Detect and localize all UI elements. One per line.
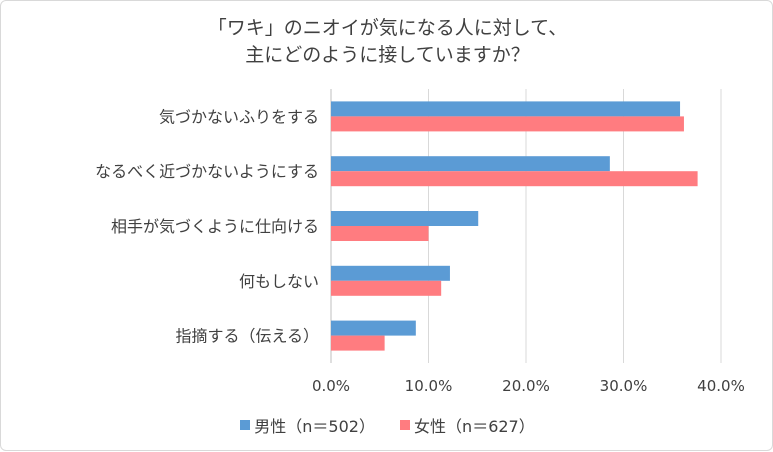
category-label: 相手が気づくように仕向ける	[111, 217, 319, 236]
bar-male	[331, 320, 416, 336]
x-tick-label: 20.0%	[502, 377, 550, 395]
bar-male	[331, 156, 610, 172]
chart-title-line-1: 「ワキ」のニオイが気になる人に対して、	[207, 17, 568, 39]
legend-item-female: 女性（n＝627）	[400, 413, 535, 437]
category-label: 何もしない	[239, 272, 319, 291]
bar-female	[331, 335, 385, 351]
legend-swatch-male	[240, 420, 251, 430]
chart-legend: 男性（n＝502） 女性（n＝627）	[1, 413, 773, 437]
bar-female	[331, 171, 698, 187]
x-tick-label: 30.0%	[600, 377, 648, 395]
x-tick-label: 0.0%	[312, 377, 350, 395]
legend-item-male: 男性（n＝502）	[240, 413, 375, 437]
category-label: なるべく近づかないようにする	[95, 162, 319, 181]
bar-female	[331, 116, 684, 132]
legend-label-female: 女性（n＝627）	[414, 417, 535, 436]
legend-swatch-female	[400, 420, 411, 430]
bar-male	[331, 101, 681, 117]
category-label: 指摘する（伝える）	[175, 327, 319, 346]
bar-female	[331, 226, 429, 241]
chart-title: 「ワキ」のニオイが気になる人に対して、 主にどのように接していますか？	[1, 15, 773, 69]
x-tick-label: 10.0%	[405, 377, 453, 395]
bar-male	[331, 211, 479, 226]
x-tick-label: 40.0%	[697, 377, 745, 395]
bar-female	[331, 280, 442, 296]
legend-label-male: 男性（n＝502）	[254, 417, 375, 436]
bar-male	[331, 265, 450, 281]
chart-title-line-2: 主にどのように接していますか？	[245, 44, 530, 66]
category-label: 気づかないふりをする	[159, 107, 319, 126]
